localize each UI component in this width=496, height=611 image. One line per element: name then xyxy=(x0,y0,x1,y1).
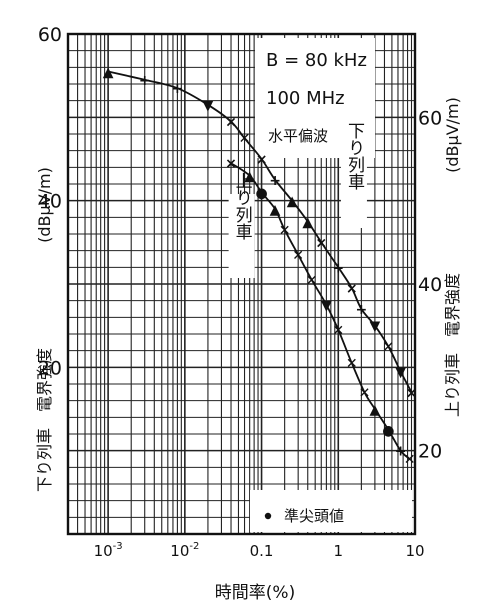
data-point: × xyxy=(256,152,268,168)
data-point: + xyxy=(356,302,368,318)
y-left-label-group: 下り列車 電界強度 xyxy=(35,348,54,492)
data-point: ▼ xyxy=(321,298,332,314)
data-point: ▲ xyxy=(270,202,281,218)
curve-label-bg xyxy=(340,144,367,228)
y-left-unit: (dBμV/m) xyxy=(35,167,54,243)
data-point: ✕ xyxy=(383,340,395,356)
curve-label: 下り列車 xyxy=(344,122,365,190)
y-right-ticks: 20 40 60 xyxy=(418,107,442,462)
curves xyxy=(107,70,413,460)
y-right-tick-label: 40 xyxy=(418,274,442,296)
x-axis-label: 時間率(%) xyxy=(215,583,295,603)
data-point: + xyxy=(139,73,151,89)
curve-label-bg xyxy=(228,194,255,278)
data-point: ▼ xyxy=(203,98,214,114)
data-point: ● xyxy=(382,423,394,439)
data-point: × xyxy=(225,156,237,172)
data-point: ▲ xyxy=(103,65,114,81)
y-left-unit-group: (dBμV/m) xyxy=(35,167,54,243)
data-point: ▼ xyxy=(395,365,406,381)
x-ticks: 10-3 10-2 0.1 1 10 xyxy=(94,541,425,560)
x-tick-label: 10-3 xyxy=(94,541,123,560)
data-point: ✕ xyxy=(346,356,358,372)
annotation-box: B = 80 kHz 100 MHz 水平偏波 xyxy=(255,38,375,158)
series-line-down xyxy=(107,70,413,393)
annotation-bandwidth: B = 80 kHz xyxy=(266,50,367,71)
x-tick-label: 10 xyxy=(405,542,424,560)
data-point: ▲ xyxy=(244,169,255,185)
data-point: ✕ xyxy=(332,323,344,339)
data-point: ▲ xyxy=(302,215,313,231)
legend-label: 準尖頭値 xyxy=(284,507,344,525)
data-point: + xyxy=(332,260,344,276)
data-point: × xyxy=(346,281,358,297)
plot-frame xyxy=(66,32,417,536)
data-point: ✕ xyxy=(306,273,318,289)
data-point: ● xyxy=(255,185,267,201)
legend: 準尖頭値 xyxy=(250,490,412,532)
data-point: + xyxy=(269,173,281,189)
annotation-polarization: 水平偏波 xyxy=(268,127,328,145)
data-point: ✕ xyxy=(404,452,416,468)
data-point: ✕ xyxy=(239,131,251,147)
data-point: ✕ xyxy=(279,223,291,239)
data-point: + xyxy=(395,444,407,460)
data-point: ✕ xyxy=(359,385,371,401)
y-right-tick-label: 60 xyxy=(418,107,442,129)
data-point: × xyxy=(315,235,327,251)
data-point: ▲ xyxy=(369,402,380,418)
markers: ▲++▼×✕×+▲▲×+×+▼✕▼××▲●▲✕✕✕▼✕✕✕▲●+✕ xyxy=(103,65,418,469)
x-tick-label: 1 xyxy=(334,542,344,560)
legend-marker-dot xyxy=(264,512,272,520)
data-point: × xyxy=(225,115,237,131)
curve-label: 上り列車 xyxy=(232,172,253,240)
y-right-unit: (dBμV/m) xyxy=(443,97,462,173)
series-line-up xyxy=(230,162,411,460)
data-point: + xyxy=(172,81,184,97)
data-point: ✕ xyxy=(292,248,304,264)
y-left-tick-label: 60 xyxy=(38,24,62,46)
y-right-label: 上り列車 電界強度 xyxy=(443,273,462,417)
x-tick-label: 0.1 xyxy=(250,542,274,560)
y-left-tick-label: 20 xyxy=(38,357,62,379)
y-left-ticks: 20 40 60 xyxy=(38,24,62,379)
y-right-tick-label: 20 xyxy=(418,441,442,463)
data-point: ▲ xyxy=(287,194,298,210)
y-right-label-group: 上り列車 電界強度 xyxy=(443,273,462,417)
data-point: ▼ xyxy=(369,319,380,335)
y-left-label: 下り列車 電界強度 xyxy=(35,348,54,492)
y-left-tick-label: 40 xyxy=(38,191,62,213)
data-point: × xyxy=(406,385,418,401)
x-tick-label: 10-2 xyxy=(170,541,199,560)
y-right-unit-group: (dBμV/m) xyxy=(443,97,462,173)
annotation-frequency: 100 MHz xyxy=(266,88,345,109)
